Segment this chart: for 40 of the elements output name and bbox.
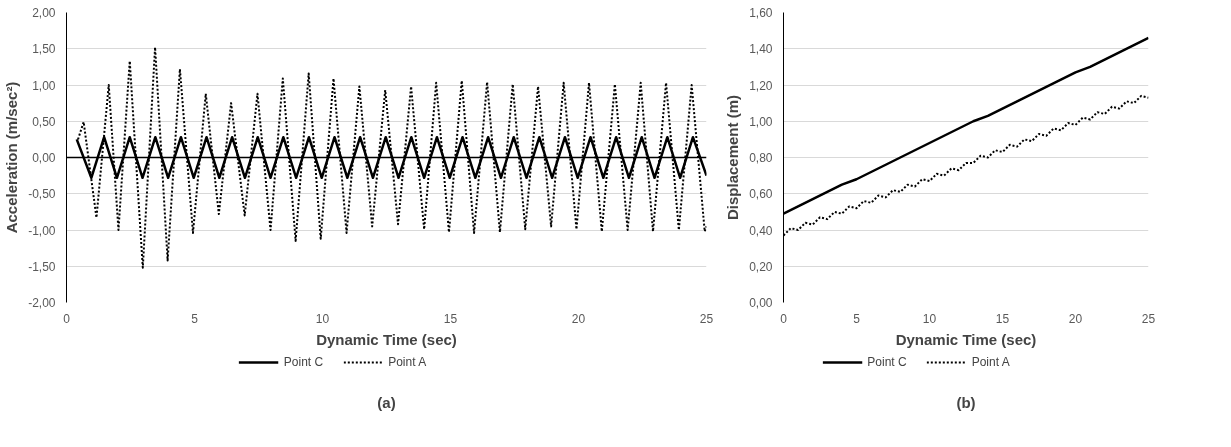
legend-label: Point C	[283, 355, 324, 369]
y-tick-label: 1,20	[749, 78, 773, 93]
y-tick-label: 0,20	[749, 259, 773, 274]
legend-label: Point C	[867, 355, 907, 369]
text: (a)	[377, 393, 396, 411]
x-axis-title: Dynamic Time (sec)	[316, 330, 457, 348]
y-tick-label: 1,60	[749, 6, 773, 20]
x-tick-label: 5	[191, 311, 199, 326]
y-tick-label: 0,80	[749, 151, 773, 165]
x-tick-label: 25	[699, 311, 714, 326]
y-tick-label: 1,40	[749, 42, 773, 57]
y-tick-label: -0,50	[28, 187, 56, 202]
y-axis-title: Displacement (m)	[724, 94, 742, 221]
x-tick-label: 20	[1068, 311, 1083, 326]
legend-label: Point A	[971, 355, 1010, 369]
y-tick-label: 0,00	[32, 151, 56, 165]
x-tick-label: 0	[780, 311, 788, 326]
y-tick-label: 1,00	[749, 114, 773, 129]
y-tick-label: -1,00	[28, 223, 56, 238]
y-tick-label: -1,50	[28, 259, 56, 274]
y-tick-label: 0,50	[32, 114, 56, 129]
x-tick-label: 10	[315, 311, 330, 326]
y-tick-label: 0,00	[749, 296, 773, 310]
x-tick-label: 10	[922, 311, 937, 326]
x-axis-title: Dynamic Time (sec)	[895, 330, 1037, 348]
y-tick-label: 0,40	[749, 223, 773, 238]
y-tick-label: 1,00	[32, 78, 56, 93]
x-tick-label: 0	[63, 311, 71, 326]
y-tick-label: 0,60	[749, 187, 773, 202]
y-tick-label: -2,00	[28, 296, 56, 310]
y-tick-label: 1,50	[32, 42, 56, 57]
text: (b)	[956, 393, 976, 411]
x-tick-label: 15	[995, 311, 1010, 326]
x-tick-label: 20	[571, 311, 586, 326]
legend-label: Point A	[388, 355, 427, 369]
x-tick-label: 15	[443, 311, 458, 326]
y-axis-title: Acceleration (m/sec²)	[3, 81, 21, 234]
y-tick-label: 2,00	[32, 6, 56, 20]
x-tick-label: 25	[1141, 311, 1156, 326]
x-tick-label: 5	[853, 311, 861, 326]
